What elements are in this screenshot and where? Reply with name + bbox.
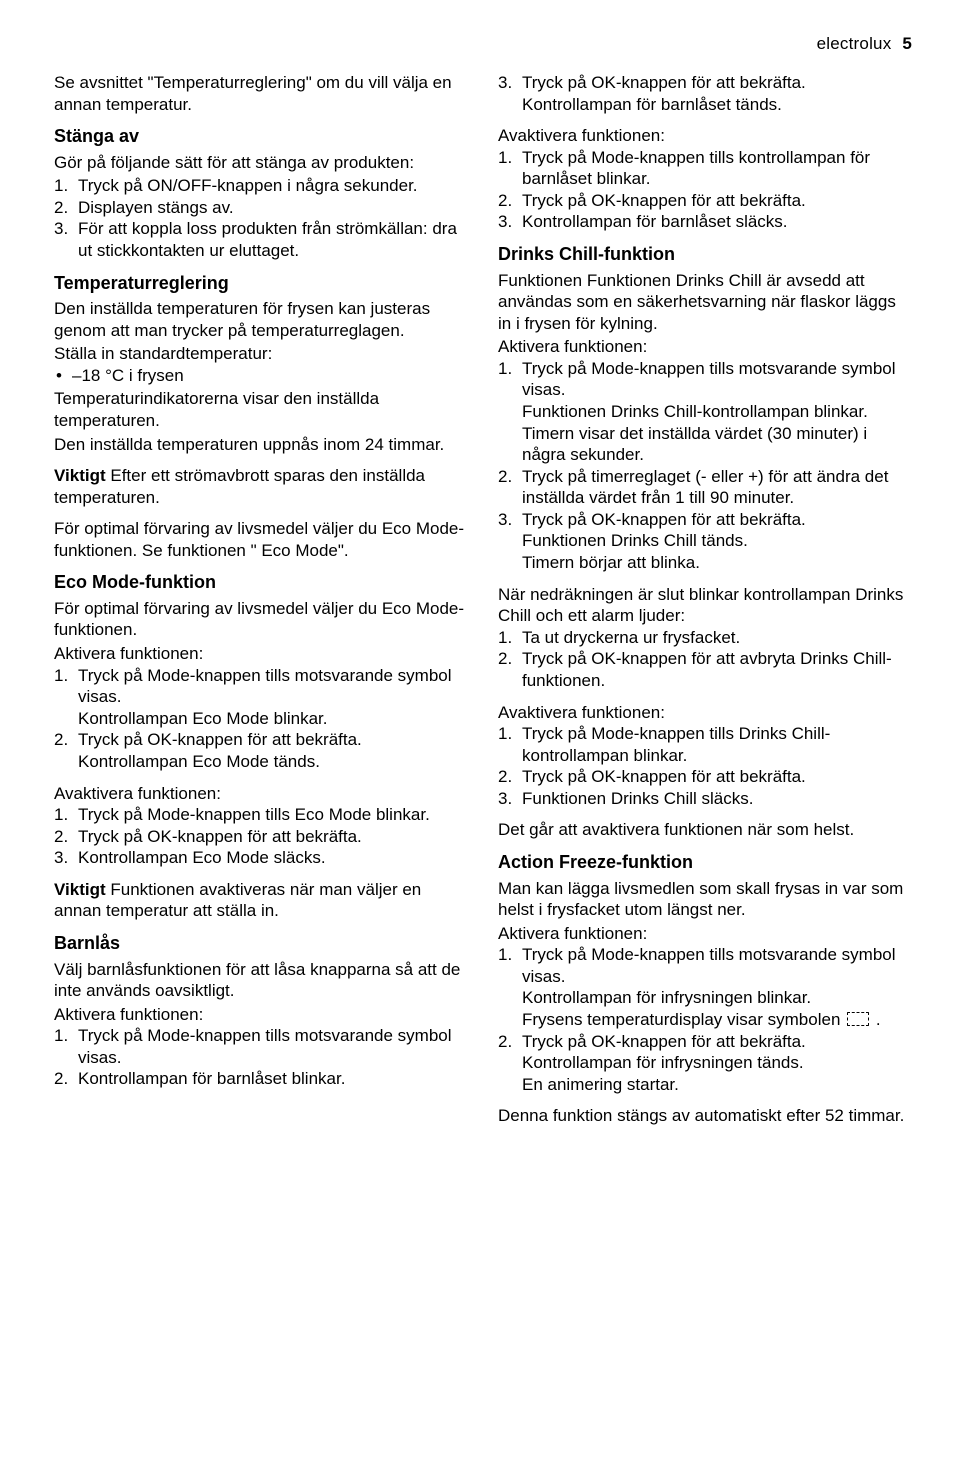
list-item: 3.För att koppla loss produkten från str… bbox=[54, 218, 468, 261]
brand-label: electrolux bbox=[817, 34, 892, 53]
barnlas-deactivate-list: 1.Tryck på Mode-knappen tills kontrollam… bbox=[498, 147, 912, 233]
eco-activate-label: Aktivera funktionen: bbox=[54, 643, 468, 665]
list-item: 2. Tryck på OK-knappen för att bekräfta.… bbox=[498, 1031, 912, 1096]
section-heading-eco: Eco Mode-funktion bbox=[54, 571, 468, 594]
eco-deactivate-list: 1.Tryck på Mode-knappen tills Eco Mode b… bbox=[54, 804, 468, 869]
freeze-activate-list: 1. Tryck på Mode-knappen tills motsvaran… bbox=[498, 944, 912, 1095]
list-item: 2.Displayen stängs av. bbox=[54, 197, 468, 219]
viktigt-label: Viktigt bbox=[54, 880, 106, 899]
section-heading-drinks: Drinks Chill-funktion bbox=[498, 243, 912, 266]
section-heading-temp: Temperaturreglering bbox=[54, 272, 468, 295]
list-item: 1.Tryck på Mode-knappen tills Eco Mode b… bbox=[54, 804, 468, 826]
viktigt-label: Viktigt bbox=[54, 466, 106, 485]
freeze-activate-label: Aktivera funktionen: bbox=[498, 923, 912, 945]
list-item: 2.Tryck på OK-knappen för att bekräfta.K… bbox=[54, 729, 468, 772]
drinks-activate-label: Aktivera funktionen: bbox=[498, 336, 912, 358]
eco-deactivate-label: Avaktivera funktionen: bbox=[54, 783, 468, 805]
page-header: electrolux 5 bbox=[54, 34, 912, 54]
list-item: 2.Tryck på timerreglaget (- eller +) för… bbox=[498, 466, 912, 509]
list-item: 1.Ta ut dryckerna ur frysfacket. bbox=[498, 627, 912, 649]
list-item: 1.Tryck på Mode-knappen tills motsvarand… bbox=[54, 1025, 468, 1068]
barnlas-deactivate-label: Avaktivera funktionen: bbox=[498, 125, 912, 147]
list-item: 3.Tryck på OK-knappen för att bekräfta.F… bbox=[498, 509, 912, 574]
temp-p3: Temperaturindikatorerna visar den instäl… bbox=[54, 388, 468, 431]
drinks-p2: När nedräkningen är slut blinkar kontrol… bbox=[498, 584, 912, 627]
list-item: 2.Tryck på OK-knappen för att avbryta Dr… bbox=[498, 648, 912, 691]
list-item: 2.Tryck på OK-knappen för att bekräfta. bbox=[498, 766, 912, 788]
list-item: 1. Tryck på Mode-knappen tills motsvaran… bbox=[498, 944, 912, 1030]
temp-p4: Den inställda temperaturen uppnås inom 2… bbox=[54, 434, 468, 456]
eco-lead: För optimal förvaring av livsmedel välje… bbox=[54, 598, 468, 641]
drinks-deactivate-list: 1.Tryck på Mode-knappen tills Drinks Chi… bbox=[498, 723, 912, 809]
list-item: 1.Tryck på Mode-knappen tills motsvarand… bbox=[54, 665, 468, 730]
temp-p2: Ställa in standardtemperatur: bbox=[54, 343, 468, 365]
display-symbol-icon bbox=[847, 1012, 869, 1026]
section-heading-stanga-av: Stänga av bbox=[54, 125, 468, 148]
list-item: 2.Tryck på OK-knappen för att bekräfta. bbox=[54, 826, 468, 848]
list-item: 3.Kontrollampan för barnlåset släcks. bbox=[498, 211, 912, 233]
barnlas-lead: Välj barnlåsfunktionen för att låsa knap… bbox=[54, 959, 468, 1002]
freeze-p1: Man kan lägga livsmedlen som skall frysa… bbox=[498, 878, 912, 921]
freeze-p2: Denna funktion stängs av automatiskt eft… bbox=[498, 1105, 912, 1127]
stanga-av-lead: Gör på följande sätt för att stänga av p… bbox=[54, 152, 468, 174]
eco-activate-list: 1.Tryck på Mode-knappen tills motsvarand… bbox=[54, 665, 468, 773]
two-column-layout: Se avsnittet "Temperaturreglering" om du… bbox=[54, 72, 912, 1127]
list-item: 1.Tryck på Mode-knappen tills Drinks Chi… bbox=[498, 723, 912, 766]
barnlas-activate-label: Aktivera funktionen: bbox=[54, 1004, 468, 1026]
drinks-p3: Det går att avaktivera funktionen när so… bbox=[498, 819, 912, 841]
eco-viktigt: Viktigt Funktionen avaktiveras när man v… bbox=[54, 879, 468, 922]
temp-viktigt: Viktigt Efter ett strömavbrott sparas de… bbox=[54, 465, 468, 508]
page-number: 5 bbox=[902, 34, 912, 53]
list-item: 1.Tryck på Mode-knappen tills kontrollam… bbox=[498, 147, 912, 190]
drinks-p1: Funktionen Funktionen Drinks Chill är av… bbox=[498, 270, 912, 335]
barnlas-activate-list: 1.Tryck på Mode-knappen tills motsvarand… bbox=[54, 1025, 468, 1090]
temp-bullet-list: –18 °C i frysen bbox=[54, 365, 468, 387]
list-item: –18 °C i frysen bbox=[54, 365, 468, 387]
temp-p5: För optimal förvaring av livsmedel välje… bbox=[54, 518, 468, 561]
list-item: 1.Tryck på ON/OFF-knappen i några sekund… bbox=[54, 175, 468, 197]
list-item: 1.Tryck på Mode-knappen tills motsvarand… bbox=[498, 358, 912, 466]
barnlas-activate-list-cont: 3.Tryck på OK-knappen för att bekräfta.K… bbox=[498, 72, 912, 115]
intro-paragraph: Se avsnittet "Temperaturreglering" om du… bbox=[54, 72, 468, 115]
drinks-activate-list: 1.Tryck på Mode-knappen tills motsvarand… bbox=[498, 358, 912, 574]
temp-p1: Den inställda temperaturen för frysen ka… bbox=[54, 298, 468, 341]
left-column: Se avsnittet "Temperaturreglering" om du… bbox=[54, 72, 468, 1127]
drinks-deactivate-label: Avaktivera funktionen: bbox=[498, 702, 912, 724]
section-heading-freeze: Action Freeze-funktion bbox=[498, 851, 912, 874]
right-column: 3.Tryck på OK-knappen för att bekräfta.K… bbox=[498, 72, 912, 1127]
stanga-av-list: 1.Tryck på ON/OFF-knappen i några sekund… bbox=[54, 175, 468, 261]
list-item: 3.Funktionen Drinks Chill släcks. bbox=[498, 788, 912, 810]
drinks-alarm-list: 1.Ta ut dryckerna ur frysfacket. 2.Tryck… bbox=[498, 627, 912, 692]
list-item: 3.Tryck på OK-knappen för att bekräfta.K… bbox=[498, 72, 912, 115]
list-item: 2.Kontrollampan för barnlåset blinkar. bbox=[54, 1068, 468, 1090]
list-item: 3.Kontrollampan Eco Mode släcks. bbox=[54, 847, 468, 869]
section-heading-barnlas: Barnlås bbox=[54, 932, 468, 955]
list-item: 2.Tryck på OK-knappen för att bekräfta. bbox=[498, 190, 912, 212]
